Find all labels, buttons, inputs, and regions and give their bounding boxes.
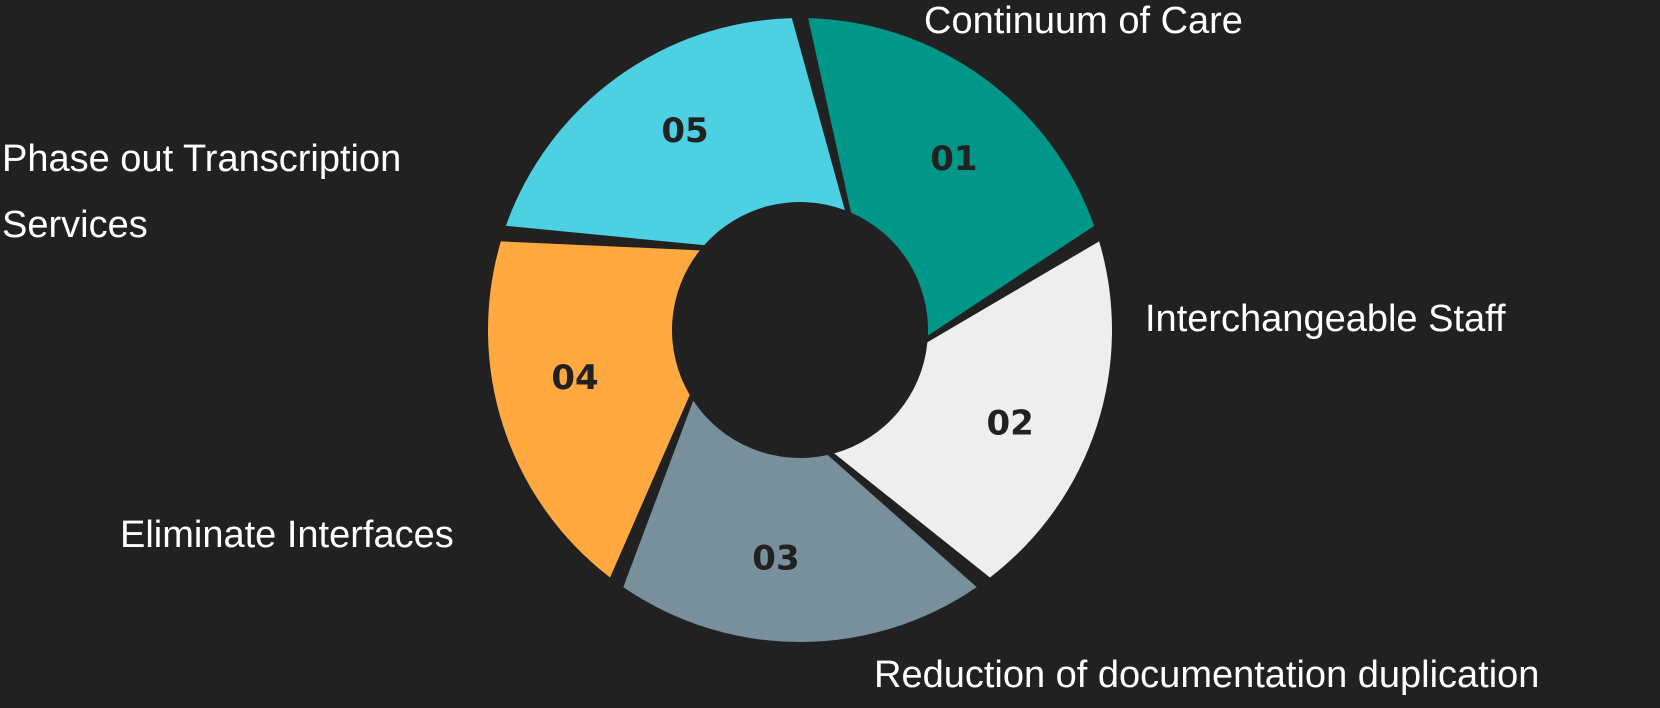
segment-02 (834, 241, 1113, 578)
segment-04 (487, 241, 700, 578)
segment-number-04: 04 (551, 358, 598, 398)
segment-number-05: 05 (661, 111, 708, 151)
segment-label-4: Eliminate Interfaces (120, 514, 454, 556)
segment-label-3: Reduction of documentation duplication (874, 654, 1540, 696)
segment-number-02: 02 (986, 404, 1033, 444)
segment-label-5: Phase out Transcription Services (2, 138, 402, 246)
segment-number-03: 03 (752, 539, 799, 579)
segment-number-01: 01 (930, 139, 977, 179)
segment-03 (623, 400, 977, 642)
segment-01 (808, 18, 1095, 336)
segment-05 (505, 18, 845, 246)
segment-label-1: Continuum of Care (924, 0, 1243, 42)
segment-label-2: Interchangeable Staff (1145, 298, 1506, 340)
